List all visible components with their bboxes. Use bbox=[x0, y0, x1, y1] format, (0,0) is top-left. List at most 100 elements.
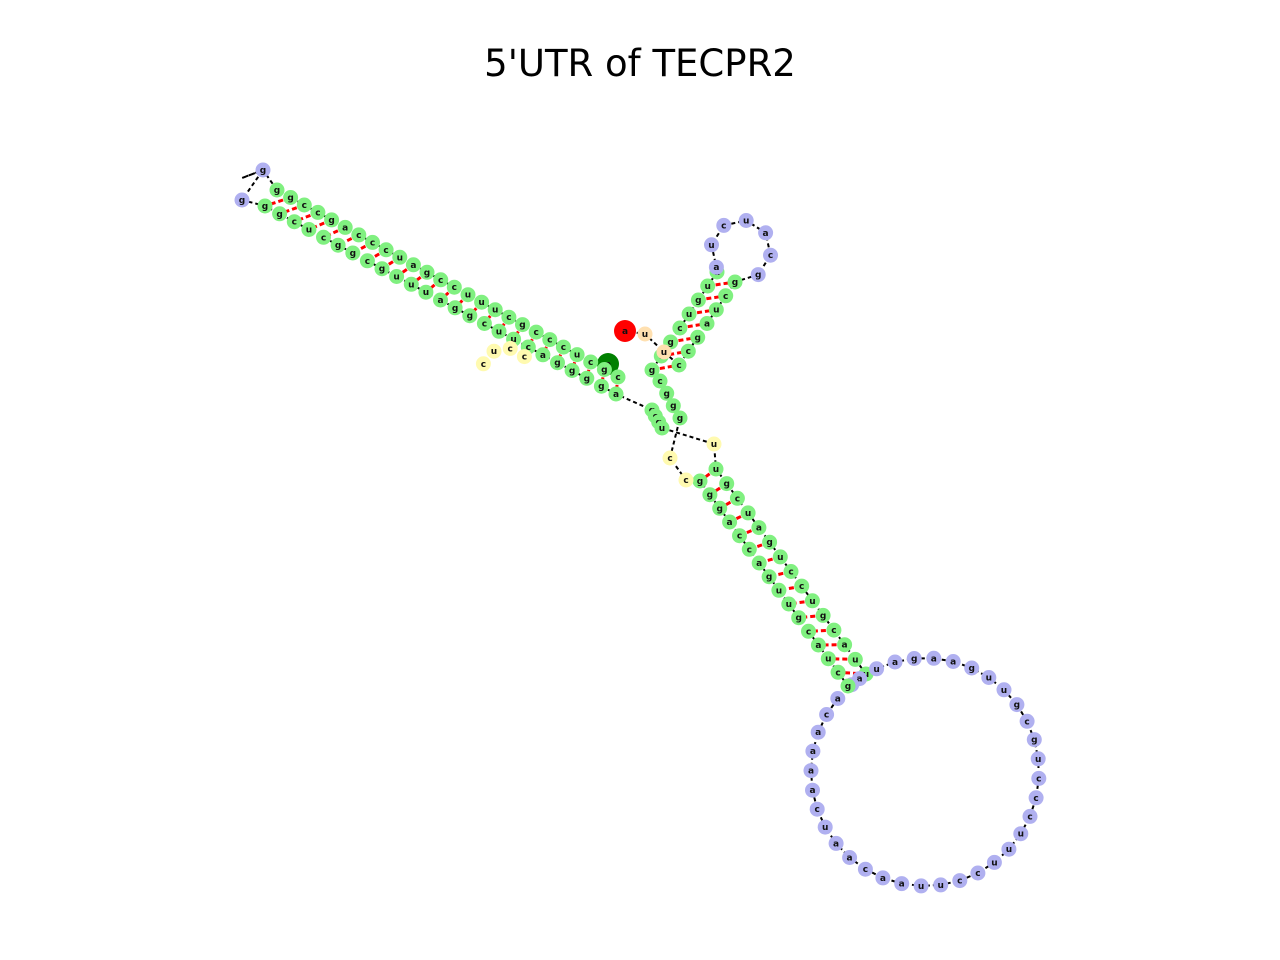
nucleotide-letter: a bbox=[808, 767, 814, 777]
nucleotide-circle bbox=[324, 212, 340, 228]
nucleotide-letter: g bbox=[287, 194, 293, 204]
nucleotide-letter: u bbox=[937, 881, 943, 891]
helix-3-nucleotide: g bbox=[840, 678, 856, 694]
nucleotide-circle bbox=[805, 743, 821, 759]
helix-1-nucleotide: u bbox=[569, 347, 585, 363]
nucleotide-circle bbox=[842, 850, 858, 865]
hairpin-loop-3-nucleotide: a bbox=[887, 654, 903, 670]
helix-1-nucleotide: g bbox=[462, 308, 478, 324]
nucleotide-letter: g bbox=[274, 186, 280, 196]
nucleotide-letter: c bbox=[957, 877, 962, 887]
hairpin-loop-3-nucleotide: a bbox=[926, 650, 942, 666]
nucleotide-circle bbox=[810, 637, 826, 653]
hairpin-loop-3-nucleotide: c bbox=[857, 861, 873, 877]
helix-1-nucleotide: g bbox=[257, 198, 273, 214]
nucleotide-letter: u bbox=[776, 586, 782, 596]
nucleotide-circle bbox=[330, 237, 346, 253]
helix-1-nucleotide: a bbox=[535, 347, 551, 363]
nucleotide-letter: c bbox=[534, 328, 539, 338]
nucleotide-letter: g bbox=[584, 374, 590, 384]
nucleotide-letter: c bbox=[806, 627, 811, 637]
nucleotide-circle bbox=[1009, 697, 1025, 713]
helix-1-nucleotide: c bbox=[583, 354, 599, 370]
helix-1-nucleotide: g bbox=[374, 261, 390, 277]
nucleotide-circle bbox=[986, 854, 1002, 870]
nucleotide-circle bbox=[817, 819, 833, 835]
hairpin-loop-3-nucleotide: g bbox=[964, 660, 980, 676]
interior-loop-nucleotide: c bbox=[502, 340, 518, 356]
nucleotide-letter: a bbox=[727, 518, 733, 528]
helix-1-nucleotide: a bbox=[405, 257, 421, 273]
hairpin-loop-3-nucleotide: u bbox=[986, 854, 1002, 870]
nucleotide-letter: g bbox=[260, 166, 266, 176]
nucleotide-letter: c bbox=[321, 233, 326, 243]
nucleotide-letter: a bbox=[437, 296, 443, 306]
nucleotide-letter: g bbox=[519, 321, 525, 331]
nucleotide-letter: g bbox=[379, 265, 385, 275]
helix-3-nucleotide: g bbox=[672, 410, 688, 426]
nucleotide-letter: c bbox=[799, 582, 804, 592]
nucleotide-letter: u bbox=[713, 465, 719, 475]
nucleotide-circle bbox=[665, 398, 681, 414]
helix-3-nucleotide: g bbox=[791, 610, 807, 626]
helix-1-nucleotide: g bbox=[272, 206, 288, 222]
nucleotide-circle bbox=[475, 356, 491, 372]
helix-3-nucleotide: c bbox=[794, 578, 810, 594]
nucleotide-circle bbox=[257, 198, 273, 214]
nucleotide-letter: u bbox=[393, 273, 399, 283]
nucleotide-letter: g bbox=[755, 271, 761, 281]
nucleotide-circle bbox=[830, 664, 846, 680]
helix-3-nucleotide: a bbox=[722, 514, 738, 530]
nucleotide-letter: g bbox=[554, 359, 560, 369]
nucleotide-letter: c bbox=[737, 532, 742, 542]
helix-1-nucleotide: c bbox=[316, 229, 331, 245]
nucleotide-circle bbox=[708, 259, 724, 275]
nucleotide-circle bbox=[699, 316, 715, 331]
helix-3-nucleotide: u bbox=[847, 651, 863, 667]
nucleotide-circle bbox=[460, 287, 476, 303]
nucleotide-circle bbox=[794, 578, 810, 594]
helix-1-nucleotide: g bbox=[419, 264, 435, 280]
nucleotide-circle bbox=[345, 245, 361, 261]
helix-3-nucleotide: u bbox=[820, 651, 836, 667]
dangling-end-nucleotide: u bbox=[637, 326, 653, 342]
helix-3-nucleotide: g bbox=[815, 607, 831, 623]
helix-1-nucleotide: g bbox=[330, 237, 346, 253]
helix-1-nucleotide: c bbox=[555, 339, 571, 355]
nucleotide-letter: c bbox=[356, 231, 361, 241]
nucleotide-circle bbox=[672, 410, 688, 426]
helix-3-nucleotide: g bbox=[665, 398, 681, 414]
nucleotide-circle bbox=[751, 520, 767, 536]
nucleotide-circle bbox=[926, 650, 942, 666]
nucleotide-circle bbox=[875, 870, 891, 886]
nucleotide-circle bbox=[405, 257, 421, 273]
hairpin-loop-3-nucleotide: u bbox=[913, 878, 929, 894]
nucleotide-circle bbox=[652, 373, 668, 389]
hairpin-loop-2-nucleotide: a bbox=[758, 225, 774, 241]
nucleotide-circle bbox=[337, 219, 353, 235]
nucleotide-letter: c bbox=[1027, 812, 1032, 822]
interior-loop-nucleotide: u bbox=[706, 436, 722, 452]
hairpin-loop-3-nucleotide: c bbox=[970, 865, 986, 881]
nucleotide-letter: a bbox=[704, 320, 710, 330]
nucleotide-circle bbox=[722, 514, 738, 530]
nucleotide-letter: c bbox=[824, 711, 829, 721]
hairpin-loop-3-nucleotide: c bbox=[809, 801, 825, 817]
nucleotide-circle bbox=[791, 610, 807, 626]
nucleotide-letter: c bbox=[526, 343, 531, 353]
nucleotide-circle bbox=[579, 370, 595, 386]
nucleotide-circle bbox=[487, 302, 503, 318]
nucleotide-circle bbox=[419, 264, 435, 280]
three-prime-end-marker: a bbox=[614, 320, 636, 342]
nucleotide-letter: a bbox=[410, 261, 416, 271]
helix-3-nucleotide: a bbox=[751, 555, 767, 571]
helix-2-nucleotide: c bbox=[671, 357, 687, 373]
helix-1-nucleotide: g bbox=[515, 317, 530, 333]
nucleotide-letter: a bbox=[847, 854, 853, 864]
nucleotide-letter: u bbox=[496, 327, 502, 337]
nucleotide-circle bbox=[681, 306, 697, 322]
nucleotide-circle bbox=[351, 227, 367, 243]
nucleotide-letter: c bbox=[370, 238, 375, 248]
helix-2-nucleotide: c bbox=[680, 343, 696, 359]
